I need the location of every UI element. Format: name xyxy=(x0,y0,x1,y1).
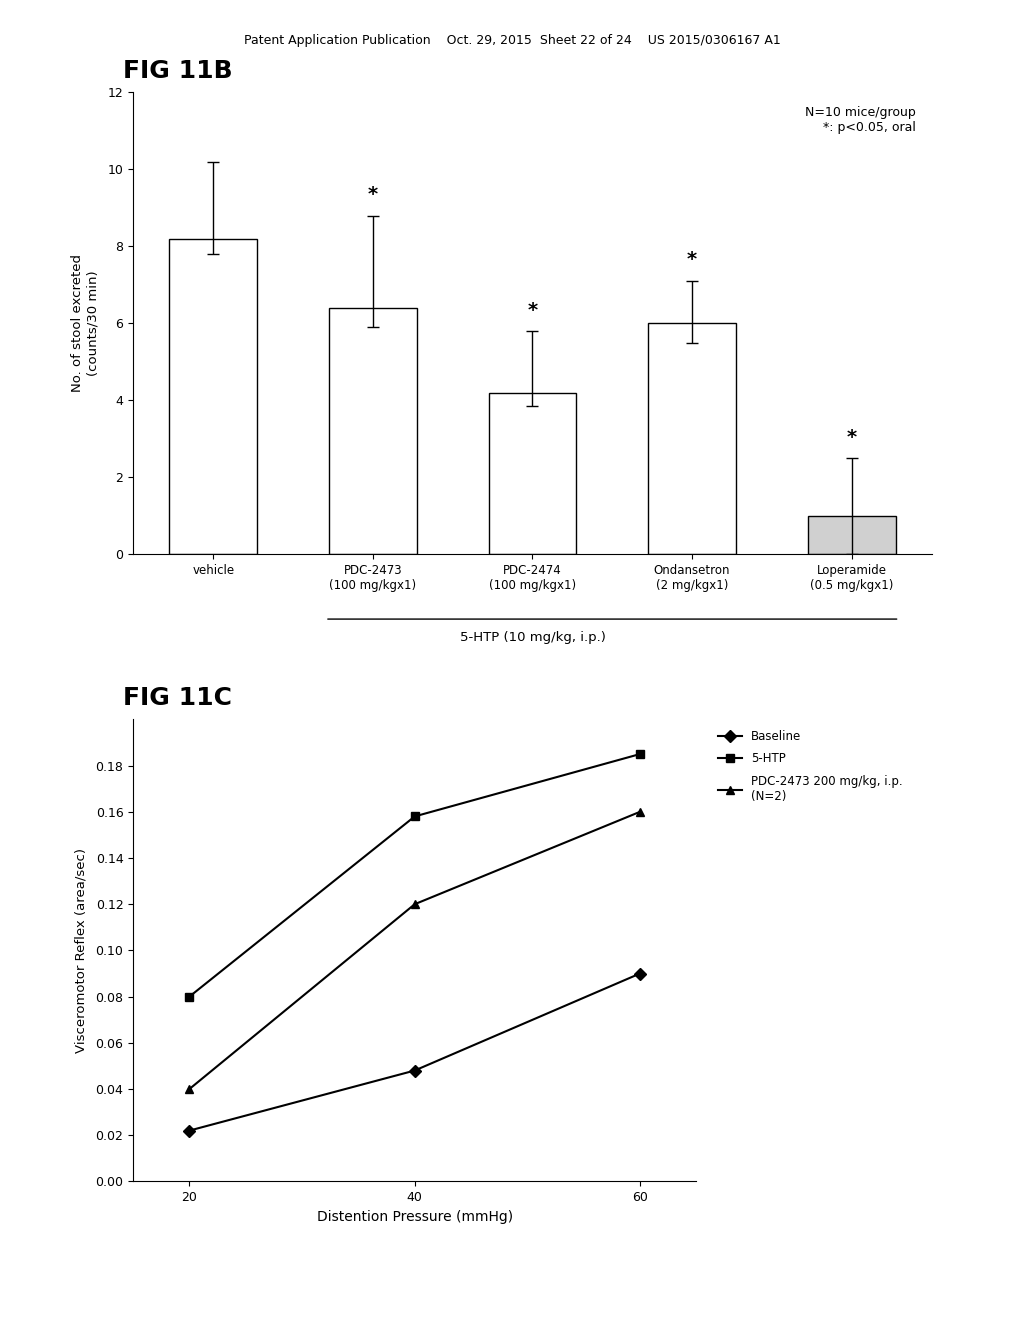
Text: Patent Application Publication    Oct. 29, 2015  Sheet 22 of 24    US 2015/03061: Patent Application Publication Oct. 29, … xyxy=(244,34,780,48)
Text: *: * xyxy=(368,185,378,205)
Text: *: * xyxy=(527,301,538,319)
Text: *: * xyxy=(687,251,697,269)
X-axis label: Distention Pressure (mmHg): Distention Pressure (mmHg) xyxy=(316,1209,513,1224)
Text: 5-HTP (10 mg/kg, i.p.): 5-HTP (10 mg/kg, i.p.) xyxy=(460,631,605,644)
Bar xyxy=(169,239,257,554)
Baseline xyxy=(409,1063,421,1078)
Text: *: * xyxy=(847,428,857,446)
Bar xyxy=(488,393,577,554)
5-HTP xyxy=(409,808,421,824)
PDC-2473 200 mg/kg, i.p.
(N=2) xyxy=(634,804,646,820)
Bar xyxy=(329,308,417,554)
Text: N=10 mice/group
*: p<0.05, oral: N=10 mice/group *: p<0.05, oral xyxy=(805,107,915,135)
Line: Baseline: Baseline xyxy=(185,969,644,1135)
PDC-2473 200 mg/kg, i.p.
(N=2) xyxy=(183,1081,196,1097)
Baseline xyxy=(634,966,646,982)
Y-axis label: Visceromotor Reflex (area/sec): Visceromotor Reflex (area/sec) xyxy=(74,847,87,1053)
5-HTP xyxy=(634,746,646,762)
Y-axis label: No. of stool excreted
(counts/30 min): No. of stool excreted (counts/30 min) xyxy=(72,255,99,392)
Bar xyxy=(648,323,736,554)
Legend: Baseline, 5-HTP, PDC-2473 200 mg/kg, i.p.
(N=2): Baseline, 5-HTP, PDC-2473 200 mg/kg, i.p… xyxy=(714,725,907,808)
PDC-2473 200 mg/kg, i.p.
(N=2) xyxy=(409,896,421,912)
Line: PDC-2473 200 mg/kg, i.p.
(N=2): PDC-2473 200 mg/kg, i.p. (N=2) xyxy=(185,808,644,1093)
Line: 5-HTP: 5-HTP xyxy=(185,750,644,1001)
Text: FIG 11C: FIG 11C xyxy=(123,686,231,710)
Text: FIG 11B: FIG 11B xyxy=(123,59,232,83)
Baseline xyxy=(183,1122,196,1138)
Bar xyxy=(808,516,896,554)
5-HTP xyxy=(183,989,196,1005)
